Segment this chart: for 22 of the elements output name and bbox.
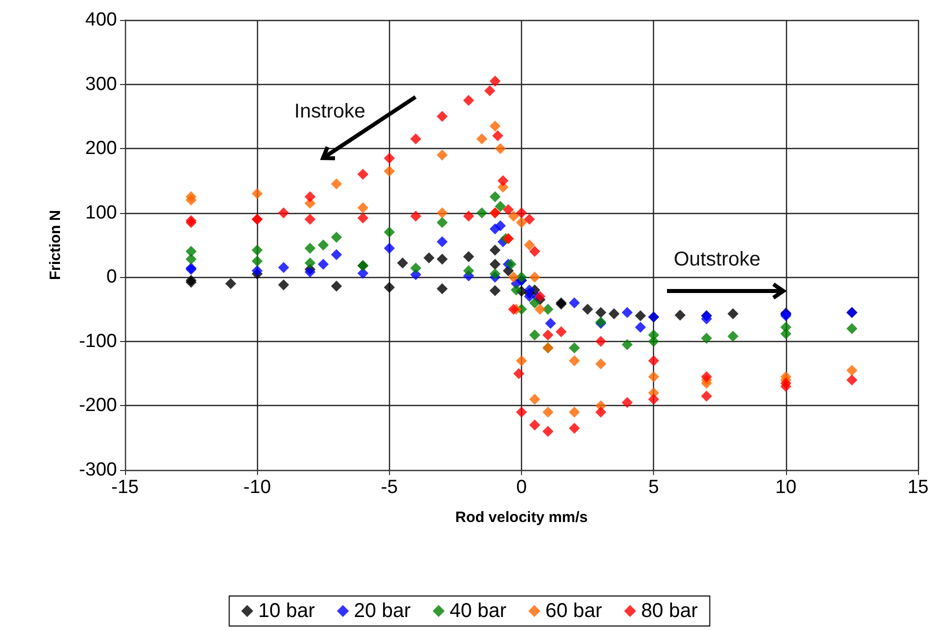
- legend-label: 60 bar: [545, 600, 602, 622]
- y-tick-label: 100: [85, 202, 117, 224]
- y-tick-label: 0: [106, 266, 117, 288]
- x-tick-label: 10: [775, 477, 796, 498]
- legend-label: 10 bar: [258, 600, 316, 622]
- x-tick-label: -10: [243, 477, 271, 498]
- y-tick-label: 200: [85, 138, 117, 160]
- legend-label: 80 bar: [641, 600, 698, 622]
- y-tick-label: -200: [78, 395, 117, 416]
- legend-label: 40 bar: [450, 600, 507, 622]
- annotation: Instroke: [294, 100, 366, 124]
- x-axis-title: Rod velocity mm/s: [455, 509, 588, 526]
- x-tick-label: 5: [648, 477, 659, 498]
- y-tick-label: -100: [78, 330, 117, 352]
- x-tick-label: -5: [380, 477, 398, 498]
- x-tick-label: 0: [516, 477, 527, 498]
- y-tick-label: 400: [85, 10, 117, 30]
- x-tick-label: 15: [907, 477, 929, 498]
- legend-label: 20 bar: [354, 600, 411, 622]
- y-tick-label: 300: [85, 74, 117, 95]
- y-axis-title: Friction N: [47, 210, 64, 280]
- annotation: Outstroke: [674, 248, 760, 272]
